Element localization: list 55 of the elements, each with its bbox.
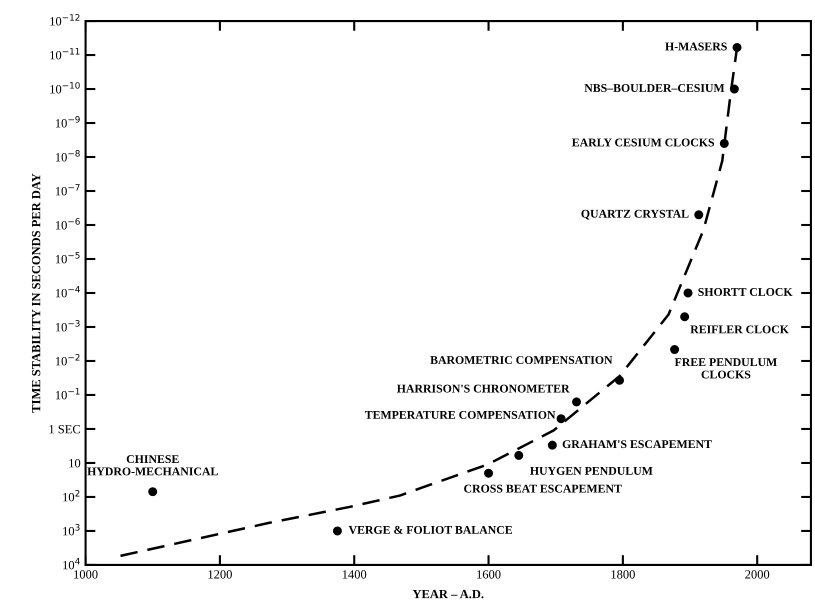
point	[484, 468, 494, 478]
y-tick-label: 10$^{3}$	[63, 524, 80, 536]
point	[694, 210, 704, 220]
y-tick-label: 10$^{−2}$	[56, 354, 80, 366]
annotation: EARLY CESIUM CLOCKS	[572, 138, 714, 146]
annotation: FREE PENDULUM CLOCKS	[674, 358, 777, 378]
point	[548, 440, 557, 450]
y-tick-label: 10$^{−7}$	[56, 184, 80, 196]
annotation: SHORTT CLOCK	[698, 288, 792, 296]
point	[684, 288, 693, 298]
annotation: BAROMETRIC COMPENSATION	[430, 356, 612, 364]
point	[514, 450, 524, 460]
x-tick-label: 2000	[745, 570, 770, 579]
annotation: CROSS BEAT ESCAPEMENT	[464, 484, 622, 493]
point	[680, 312, 690, 322]
y-tick-label: 10$^{2}$	[63, 490, 80, 502]
y-tick-label: 10$^{−9}$	[56, 116, 80, 128]
y-axis-title: TIME STABILITY IN SECONDS PER DAY	[32, 173, 40, 413]
y-tick-label: 10$^{−4}$	[56, 286, 80, 298]
x-axis-title: YEAR – A.D.	[412, 590, 484, 598]
x-tick-label: 1400	[342, 570, 366, 579]
annotation: HARRISON'S CHRONOMETER	[396, 384, 570, 393]
y-tick-label: 10$^{−11}$	[50, 48, 80, 60]
y-tick-label: 10$^{−10}$	[50, 82, 80, 94]
point	[332, 526, 342, 536]
point	[615, 376, 624, 385]
point	[732, 42, 742, 52]
y-tick-label: 10$^{−3}$	[56, 320, 80, 332]
point	[556, 414, 566, 424]
y-tick-label: 10$^{−12}$	[50, 14, 80, 26]
annotation: GRAHAM'S ESCAPEMENT	[562, 440, 712, 448]
y-tick-label: 10$^{−6}$	[56, 218, 80, 230]
y-tick-label: 10$^{−1}$	[56, 388, 80, 400]
point	[572, 397, 582, 406]
annotation: QUARTZ CRYSTAL	[581, 210, 689, 220]
point	[148, 487, 158, 496]
annotation: REIFLER CLOCK	[690, 325, 789, 334]
annotation: TEMPERATURE COMPENSATION	[364, 410, 556, 419]
annotation: CHINESE HYDRO-MECHANICAL	[87, 455, 218, 476]
point	[730, 84, 739, 94]
annotation: HUYGEN PENDULUM	[530, 466, 653, 475]
x-tick-label: 1600	[477, 570, 501, 579]
annotation: VERGE & FOLIOT BALANCE	[348, 526, 512, 534]
point	[670, 345, 680, 354]
x-tick-label: 1800	[611, 570, 635, 579]
x-tick-label: 1000	[74, 570, 98, 579]
x-tick-label: 1200	[208, 570, 232, 579]
y-tick-label: 10$^{−8}$	[56, 150, 80, 162]
point	[720, 138, 729, 148]
y-tick-label: 10$^{4}$	[63, 558, 80, 570]
y-tick-label: 10	[69, 458, 80, 468]
annotation: H-MASERS	[665, 42, 727, 50]
y-tick-label: 10$^{−5}$	[56, 252, 80, 264]
y-tick-label: 1 SEC	[50, 425, 80, 434]
annotation: NBS–BOULDER–CESIUM	[584, 84, 724, 92]
